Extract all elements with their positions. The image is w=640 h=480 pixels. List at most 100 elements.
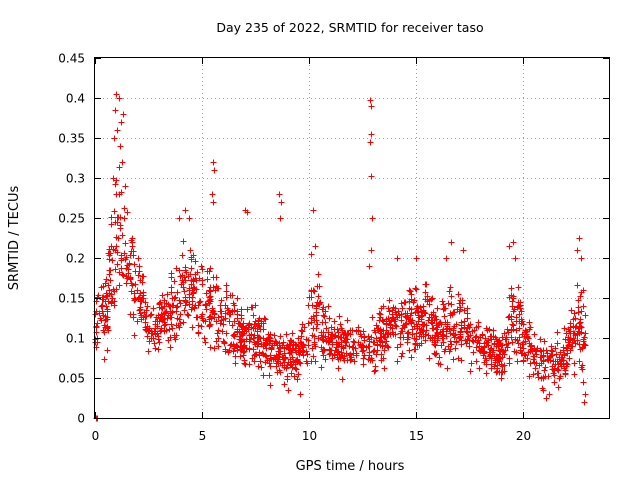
data-point — [188, 265, 195, 272]
data-point — [470, 338, 477, 345]
data-point — [483, 339, 490, 346]
data-point — [399, 328, 406, 335]
data-point — [262, 352, 269, 359]
data-point — [582, 330, 589, 337]
data-point — [580, 303, 587, 310]
data-point — [462, 337, 469, 344]
data-point — [276, 367, 283, 374]
data-point — [540, 347, 547, 354]
data-point — [308, 251, 315, 258]
data-point — [329, 355, 336, 362]
data-point — [457, 334, 464, 341]
data-point — [413, 336, 420, 343]
data-point — [492, 357, 499, 364]
data-point — [335, 356, 342, 363]
data-point — [468, 360, 475, 367]
data-point — [159, 292, 166, 299]
data-point — [470, 349, 477, 356]
data-point — [201, 335, 208, 342]
data-point — [358, 343, 365, 350]
data-point — [116, 95, 123, 102]
data-point — [415, 312, 422, 319]
data-point — [343, 339, 350, 346]
data-point — [575, 297, 582, 304]
data-point — [222, 348, 229, 355]
data-point — [482, 335, 489, 342]
data-point — [95, 292, 102, 299]
data-point — [403, 321, 410, 328]
data-point — [277, 360, 284, 367]
data-point — [218, 317, 225, 324]
data-point — [510, 293, 517, 300]
data-point — [218, 297, 225, 304]
data-point — [112, 107, 119, 114]
data-point — [359, 348, 366, 355]
data-point — [230, 341, 237, 348]
data-point — [202, 302, 209, 309]
data-point — [244, 306, 251, 313]
data-point — [314, 321, 321, 328]
data-point — [180, 319, 187, 326]
data-point — [284, 342, 291, 349]
data-point — [378, 330, 385, 337]
data-point — [555, 384, 562, 391]
data-point — [315, 271, 322, 278]
data-point — [288, 361, 295, 368]
data-point — [392, 316, 399, 323]
data-point — [311, 288, 318, 295]
data-point — [139, 279, 146, 286]
data-point — [541, 367, 548, 374]
data-point — [277, 215, 284, 222]
data-point — [373, 351, 380, 358]
data-point — [310, 207, 317, 214]
data-point — [366, 338, 373, 345]
data-point — [222, 315, 229, 322]
data-point — [211, 167, 218, 174]
data-point — [560, 357, 567, 364]
y-tick-label: 0.25 — [58, 212, 85, 226]
data-point — [508, 285, 515, 292]
data-point — [473, 344, 480, 351]
data-point — [122, 240, 129, 247]
data-point — [191, 305, 198, 312]
data-point — [142, 319, 149, 326]
data-point — [267, 363, 274, 370]
data-point — [396, 312, 403, 319]
data-point — [442, 305, 449, 312]
data-point — [268, 346, 275, 353]
data-point — [188, 277, 195, 284]
data-point — [118, 255, 125, 262]
data-point — [237, 339, 244, 346]
data-point — [227, 342, 234, 349]
data-point — [305, 342, 312, 349]
data-point — [481, 343, 488, 350]
data-point — [359, 342, 366, 349]
data-point — [197, 298, 204, 305]
data-point — [199, 266, 206, 273]
data-point — [394, 344, 401, 351]
data-point — [199, 277, 206, 284]
axis-ticks — [95, 58, 609, 419]
data-point — [432, 342, 439, 349]
data-point — [404, 330, 411, 337]
data-point — [380, 318, 387, 325]
data-point — [182, 207, 189, 214]
data-point — [371, 347, 378, 354]
data-point — [570, 316, 577, 323]
data-point — [368, 131, 375, 138]
data-point — [120, 111, 127, 118]
data-point — [528, 342, 535, 349]
data-point — [574, 247, 581, 254]
data-point — [577, 323, 584, 330]
data-point — [563, 360, 570, 367]
data-point — [127, 274, 134, 281]
data-point — [184, 311, 191, 318]
data-point — [514, 304, 521, 311]
data-point — [119, 159, 126, 166]
data-point — [331, 318, 338, 325]
data-point — [538, 375, 545, 382]
data-point — [435, 360, 442, 367]
data-point — [266, 372, 273, 379]
data-point — [543, 395, 550, 402]
data-point — [429, 295, 436, 302]
